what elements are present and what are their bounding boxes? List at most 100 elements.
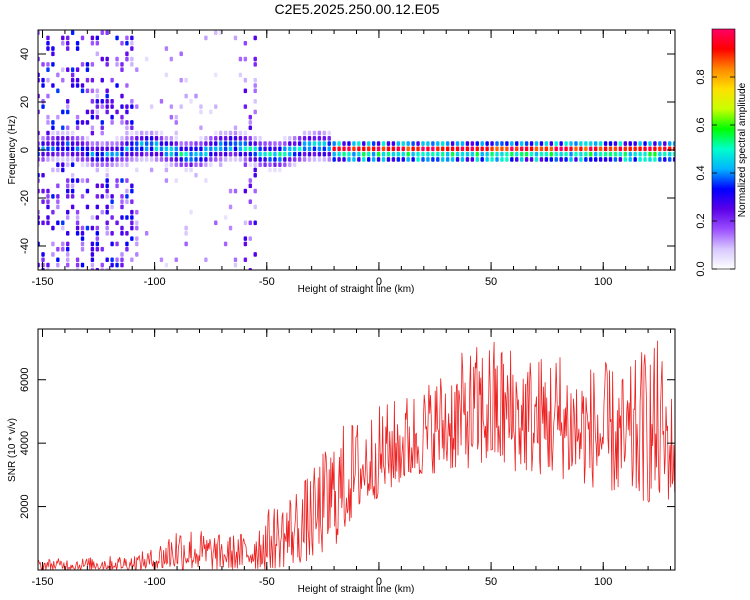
spectrogram-cell [322,130,327,136]
spectrogram-cell [135,225,139,231]
spectrogram-cell [61,40,65,46]
spectrogram-cell [90,157,95,162]
spectrogram-cell [248,151,252,157]
spectrogram-cell [223,157,228,162]
spectrogram-cell [312,157,317,162]
spectrogram-cell [470,151,475,157]
spectrogram-cell [539,146,544,152]
snr-y-label: SNR (10 * v/v) [7,418,18,482]
spectrogram-cell [633,141,637,146]
spectrogram-cell [292,162,297,167]
spectrogram-cell [288,146,292,152]
spectrogram-cell [515,157,519,162]
spectrogram-cell [125,109,129,115]
spectrogram-cell [243,188,248,194]
spectrogram-cell [66,104,70,109]
spectrogram-cell [115,162,119,167]
spectrogram-cell [199,104,203,109]
spectrogram-cell [115,136,119,141]
spectrogram-cell [66,188,70,194]
spectrogram-cell [357,141,361,146]
spectrogram-cell [95,157,100,162]
spectrogram-cell [593,151,598,157]
spectrogram-cell [70,157,75,162]
spectrogram-cell [66,252,70,257]
spectrogram-cell [85,109,90,115]
spectrogram-cell [75,225,80,231]
spectrogram-cell [85,67,90,72]
spectrogram-cell [61,241,65,247]
spectrogram-cell [85,146,90,152]
spectrogram-cell [455,151,460,157]
spectrogram-cell [56,167,60,173]
spectrogram-cell [61,136,65,141]
spectrogram-cell [214,104,218,109]
spectrogram-cell [337,151,341,157]
spectrogram-cell [263,146,267,152]
spectrogram-cell [199,136,203,141]
snr-x-axis: -150 -100 -50 0 50 100 [31,329,672,588]
spectrogram-cell [95,141,100,146]
spectrogram-cell [258,146,262,152]
spectrogram-cell [125,241,129,247]
spectrogram-cell [589,141,593,146]
spectrogram-cell [105,231,109,236]
spectrogram-cell [130,120,134,125]
spectrogram-cell [125,130,129,136]
spectrogram-cell [130,215,134,220]
spectrogram-cell [593,157,598,162]
spectrogram-cell [184,141,188,146]
spectrogram-cell [41,262,45,268]
spectrogram-cell [495,146,499,152]
spectrogram-cell [243,130,248,136]
spectrogram-cell [653,151,657,157]
spectrogram-cell [396,141,401,146]
spectrogram-cell [130,225,134,231]
spectrogram-cell [85,136,90,141]
spectrogram-cell [130,157,134,162]
spectrogram-cell [218,151,223,157]
spectrogram-cell [490,151,494,157]
spectrogram-cell [70,172,75,178]
spectrogram-cell [144,157,149,162]
spectrogram-y-tick-label: 20 [19,96,31,108]
spectrogram-cell [515,151,519,157]
colorbar-tick-label: 0.6 [695,117,707,132]
spectrogram-cell [317,136,322,141]
spectrogram-cell [120,151,124,157]
spectrogram-cell [248,162,252,167]
spectrogram-cell [80,141,85,146]
spectrogram-cell [179,146,183,152]
spectrogram-cell [41,77,45,83]
spectrogram-cell [579,141,583,146]
spectrogram-cell [135,104,139,109]
spectrogram-cell [658,146,662,152]
spectrogram-cell [66,246,70,252]
spectrogram-cell [46,40,50,46]
spectrogram-cell [80,136,85,141]
spectrogram-x-tick-label: 0 [376,276,382,288]
spectrogram-cell [130,62,134,67]
spectrogram-cell [228,151,233,157]
spectrogram-cell [70,146,75,152]
spectrogram-cell [327,146,331,152]
spectrogram-cell [66,67,70,72]
snr-x-tick-label: 50 [485,576,497,588]
spectrogram-cell [120,67,124,72]
spectrogram-cell [638,151,642,157]
spectrogram-cell [179,151,183,157]
spectrogram-cell [441,151,445,157]
spectrogram-cell [85,120,90,125]
spectrogram-cell [120,262,124,268]
spectrogram-cell [367,157,371,162]
spectrogram-cell [490,157,494,162]
spectrogram-cell [589,151,593,157]
spectrogram-cell [302,136,307,141]
spectrogram-cell [70,30,75,35]
spectrogram-cell [386,141,391,146]
spectrogram-cell [352,151,356,157]
spectrogram-cell [243,136,248,141]
spectrogram-cell [125,194,129,199]
spectrogram-cell [322,136,327,141]
spectrogram-cell [218,162,223,167]
